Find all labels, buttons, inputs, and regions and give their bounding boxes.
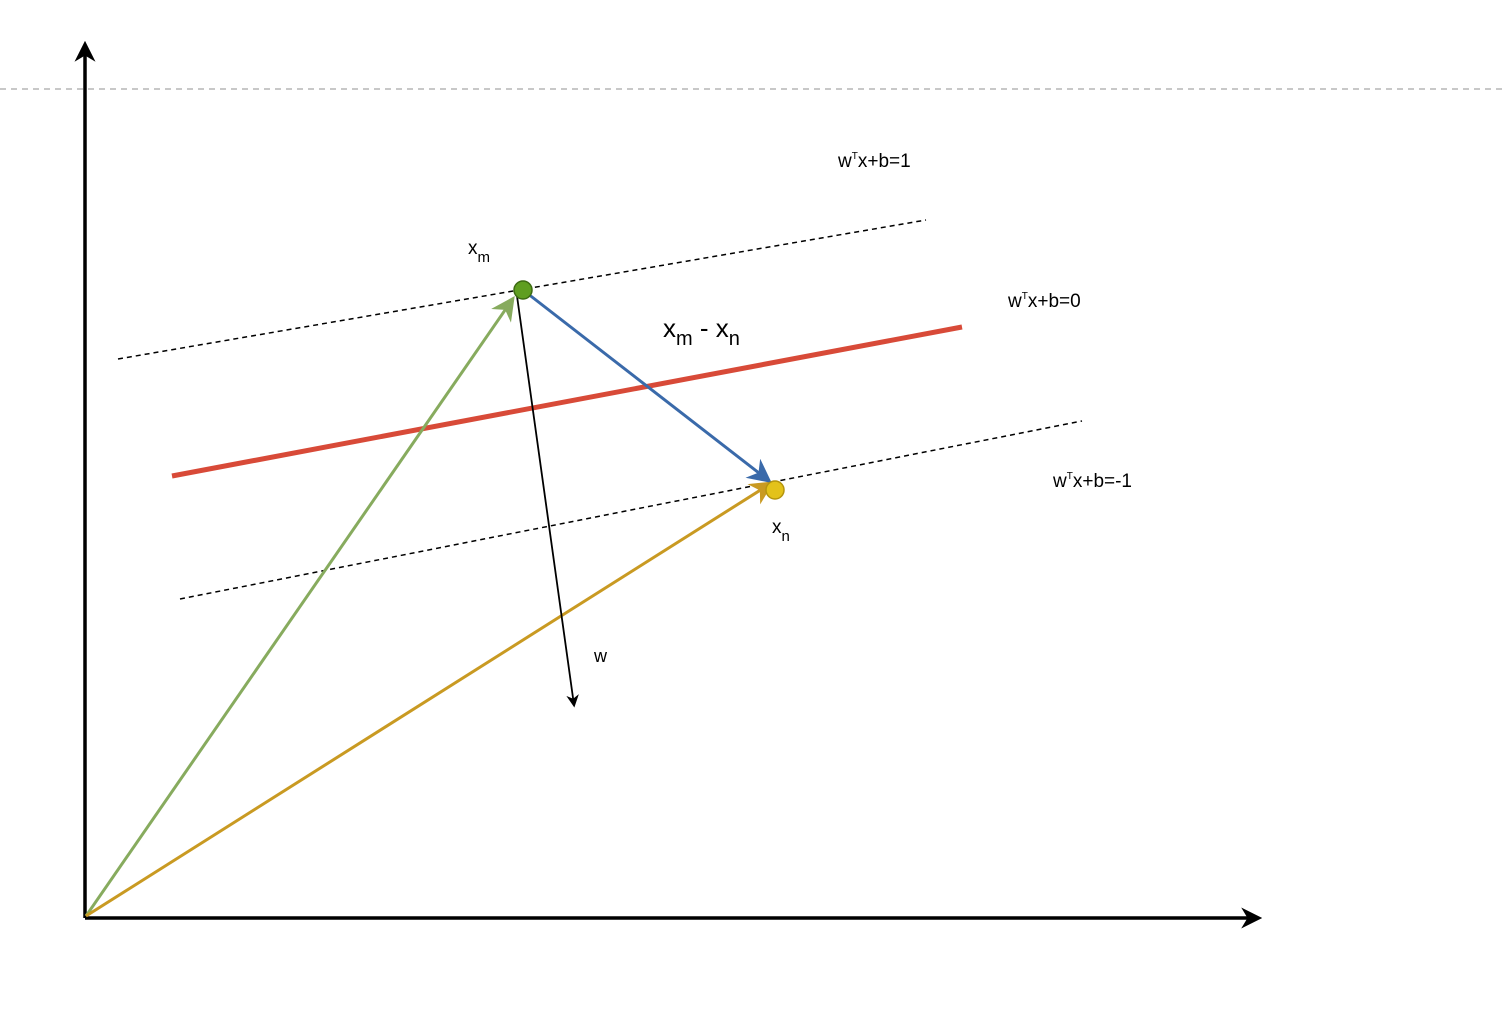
decision-boundary-line — [171, 324, 963, 479]
label-plane-zero: wTx+b=0 — [1007, 291, 1081, 312]
label-normal-w: w — [593, 646, 608, 666]
label-difference-vector: xm - xn — [663, 313, 740, 350]
point-xn — [765, 480, 785, 500]
label-plane-negative: wTx+b=-1 — [1052, 471, 1132, 492]
label-point-xm: xm — [468, 238, 490, 266]
point-xm — [513, 280, 533, 300]
label-point-xn: xn — [772, 517, 790, 545]
vector-origin-to-xn — [85, 481, 775, 918]
margin-line-negative — [179, 420, 1083, 600]
label-plane-positive: wTx+b=1 — [837, 151, 911, 172]
vector-w — [516, 295, 579, 708]
vector-origin-to-xm — [84, 296, 515, 917]
vector-xm-minus-xn — [522, 288, 772, 483]
